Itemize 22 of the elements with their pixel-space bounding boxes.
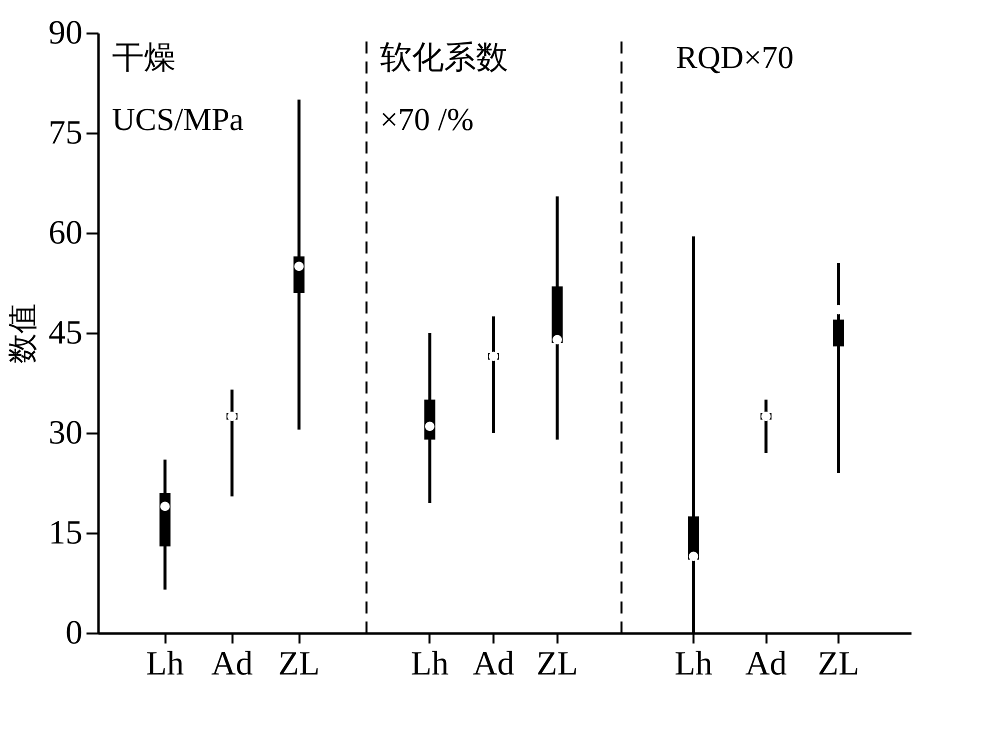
- annotation: UCS/MPa: [112, 101, 244, 137]
- x-tick-label: ZL: [818, 646, 860, 682]
- x-tick-label: ZL: [278, 646, 320, 682]
- x-tick-label: Lh: [410, 646, 449, 682]
- y-tick-label: 90: [48, 14, 82, 52]
- x-tick-label: ZL: [536, 646, 578, 682]
- x-tick-label: Ad: [211, 646, 253, 682]
- annotation: RQD×70: [676, 39, 794, 75]
- x-tick-label: Ad: [745, 646, 787, 682]
- y-tick-label: 30: [48, 414, 82, 452]
- y-tick-label: 0: [66, 614, 82, 652]
- annotation: ×70 /%: [380, 101, 474, 137]
- annotation: 干燥: [112, 39, 176, 75]
- y-tick-label: 75: [48, 114, 82, 152]
- x-tick-label: Lh: [146, 646, 184, 682]
- y-axis-title: 数值: [6, 304, 40, 364]
- x-tick-label: Ad: [472, 646, 514, 682]
- x-tick-label: Lh: [674, 646, 712, 682]
- annotation: 软化系数: [380, 39, 508, 75]
- y-tick-label: 45: [48, 314, 82, 352]
- y-tick-label: 15: [48, 514, 82, 552]
- y-tick-label: 60: [48, 214, 82, 252]
